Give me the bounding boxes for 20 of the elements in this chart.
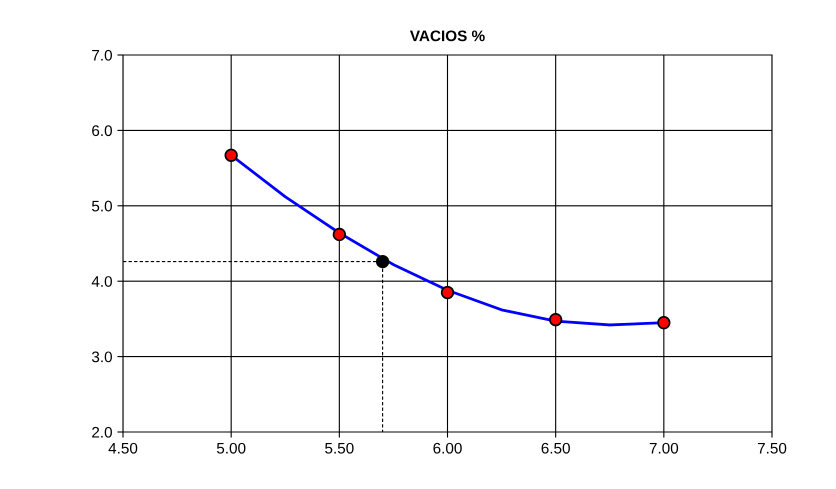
x-tick-label: 7.50 xyxy=(758,442,786,454)
point xyxy=(376,254,390,268)
y-tick-label: 6.0 xyxy=(92,125,112,136)
chart-title: VACIOS % xyxy=(410,30,485,42)
x-tick-label: 5.50 xyxy=(325,442,354,454)
point xyxy=(224,148,238,162)
point xyxy=(332,228,346,242)
y-tick-label: 3.0 xyxy=(92,351,112,362)
x-tick-label: 6.00 xyxy=(433,442,462,454)
x-tick-label: 7.00 xyxy=(650,442,678,454)
y-tick-label: 5.0 xyxy=(92,200,112,212)
point xyxy=(549,313,562,326)
point xyxy=(440,286,454,300)
y-tick-label: 7.0 xyxy=(92,50,112,61)
x-tick-label: 4.50 xyxy=(108,442,138,454)
x-tick-label: 6.50 xyxy=(542,442,570,454)
y-tick-label: 2.0 xyxy=(92,426,112,438)
x-tick-label: 5.00 xyxy=(216,442,246,454)
y-tick-label: 4.0 xyxy=(92,276,112,287)
point xyxy=(657,316,670,330)
